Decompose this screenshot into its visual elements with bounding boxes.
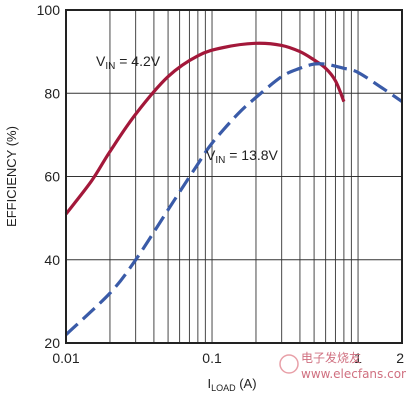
y-axis-title: EFFICIENCY (%) xyxy=(4,126,19,227)
x-tick-label: 0.01 xyxy=(52,350,79,366)
watermark: 电子发烧友 www.elecfans.com xyxy=(279,350,406,381)
plot-frame xyxy=(65,9,403,344)
series-label-vin-4-2v-rest: = 4.2V xyxy=(115,53,160,69)
series-layer xyxy=(64,41,403,336)
series-label-vin-13-8v-sub: IN xyxy=(215,155,225,166)
y-tick-label: 40 xyxy=(44,252,60,268)
y-tick-label: 100 xyxy=(37,2,61,18)
x-axis-title-rest: (A) xyxy=(236,376,257,391)
y-tick-label: 80 xyxy=(44,85,60,101)
grid-lines xyxy=(66,10,402,343)
series-label-vin-13-8v-rest: = 13.8V xyxy=(225,147,278,163)
series-label-vin-4-2v-sub: IN xyxy=(105,61,115,72)
x-axis-title-sub: LOAD xyxy=(211,383,236,393)
x-axis-title-main: I xyxy=(207,376,211,391)
watermark-logo-icon xyxy=(279,354,299,374)
x-axis-title: ILOAD (A) xyxy=(207,376,256,393)
series-label-vin-4-2v-main: V xyxy=(96,53,106,69)
tick-labels: 20 40 60 80 100 0.01 0.1 1 2 xyxy=(37,2,405,366)
watermark-url: www.elecfans.com xyxy=(301,367,406,381)
x-tick-label: 1 xyxy=(354,350,362,366)
series-label-vin-13-8v-main: V xyxy=(206,147,216,163)
x-tick-label: 0.1 xyxy=(202,350,222,366)
x-tick-label: 2 xyxy=(396,350,404,366)
series-line-2 xyxy=(64,62,403,336)
series-label-vin-13-8v: VIN = 13.8V xyxy=(206,147,279,166)
y-tick-label: 20 xyxy=(44,335,60,351)
series-label-vin-4-2v: VIN = 4.2V xyxy=(96,53,161,72)
y-tick-label: 60 xyxy=(44,169,60,185)
watermark-text: 电子发烧友 xyxy=(301,350,361,365)
series-line-1 xyxy=(64,41,346,215)
